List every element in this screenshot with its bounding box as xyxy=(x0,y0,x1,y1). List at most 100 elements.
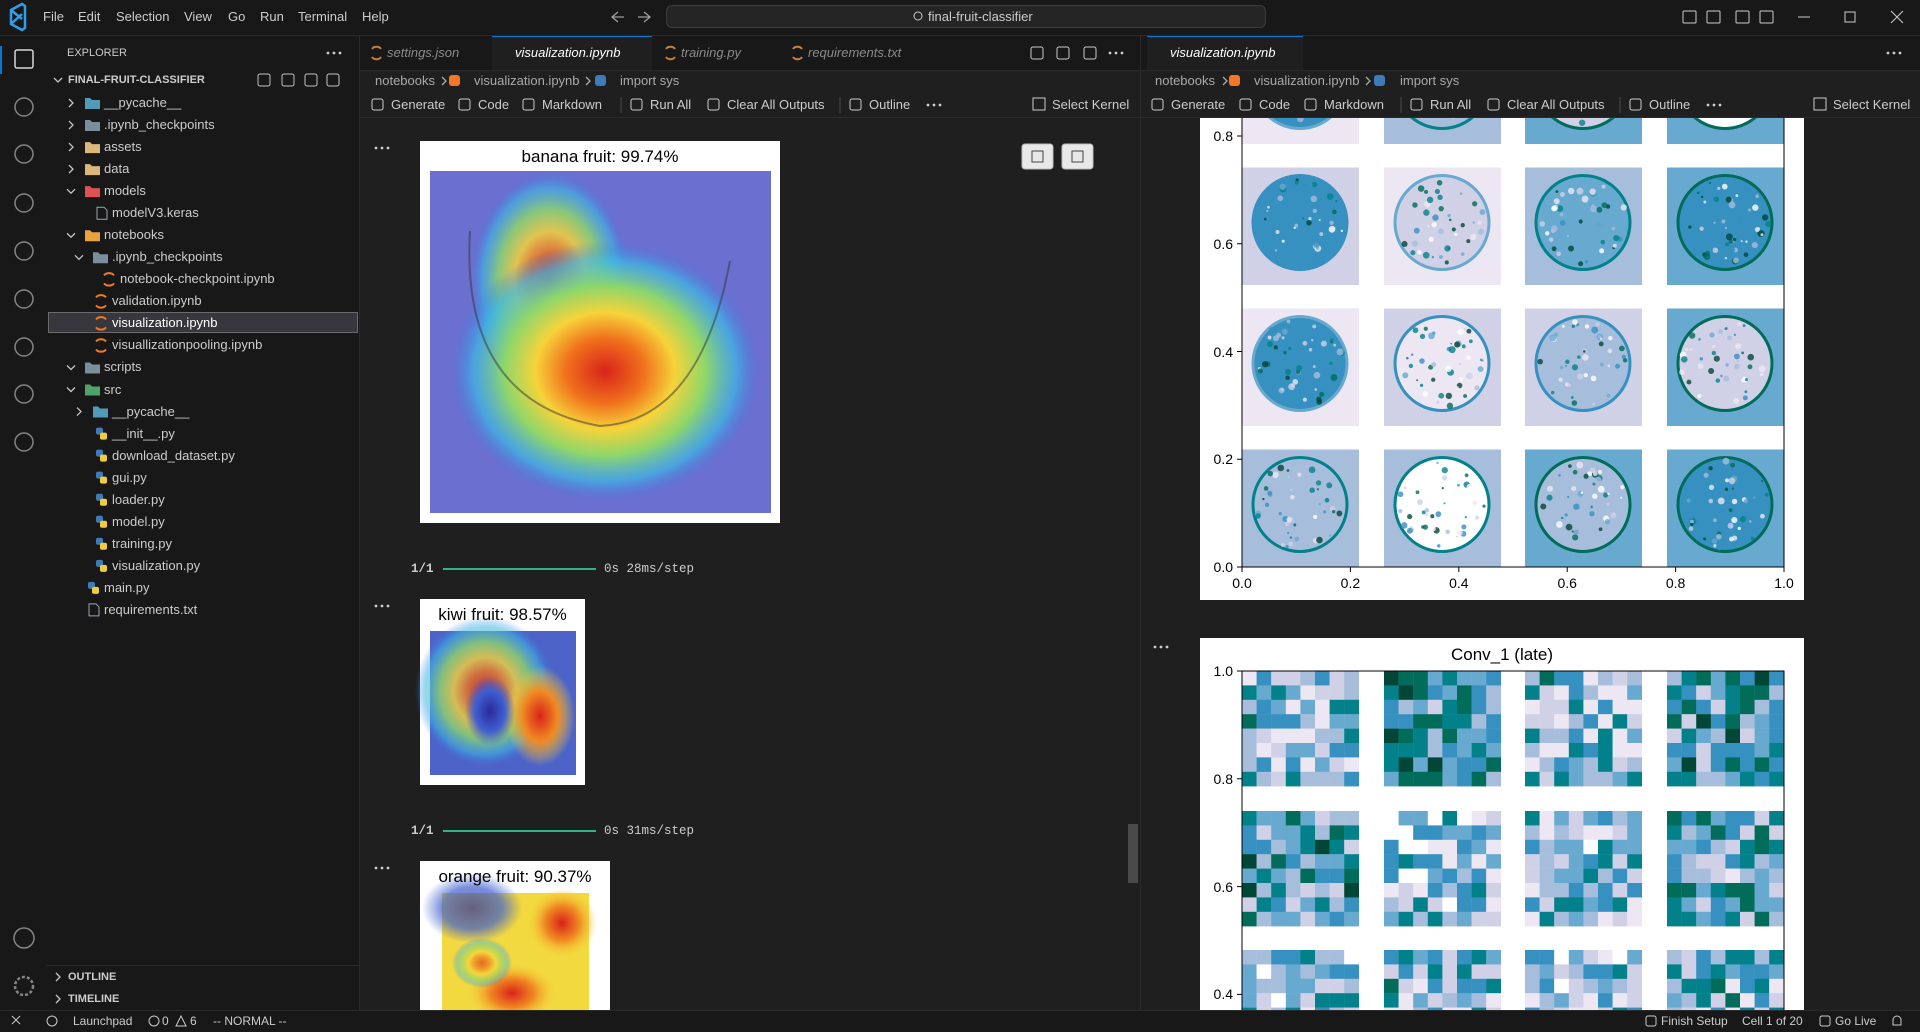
status-item[interactable]: Go Live xyxy=(1835,1014,1877,1028)
feature-texture xyxy=(1576,48,1582,54)
tab-label[interactable]: training.py xyxy=(681,45,741,60)
toolbar-button[interactable]: Run All xyxy=(1430,97,1472,112)
status-errors[interactable]: 0 xyxy=(162,1014,169,1028)
feature-pixel xyxy=(1627,868,1642,884)
tree-item[interactable]: validation.ipynb xyxy=(112,293,202,309)
feature-pixel xyxy=(1681,1007,1697,1010)
explorer-root[interactable]: FINAL-FRUIT-CLASSIFIER xyxy=(68,74,205,86)
menu-item[interactable]: Go xyxy=(228,9,246,24)
tree-item[interactable]: loader.py xyxy=(112,491,165,507)
breadcrumb[interactable]: notebooks xyxy=(375,73,435,88)
feature-texture xyxy=(1743,91,1748,96)
tree-item[interactable]: visualization.py xyxy=(112,557,201,573)
search-box[interactable] xyxy=(666,5,1266,28)
tree-item[interactable]: data xyxy=(104,161,130,177)
feature-texture xyxy=(1742,324,1746,328)
feature-pixel xyxy=(1398,839,1414,855)
feature-pixel xyxy=(1539,964,1555,979)
tree-item[interactable]: .ipynb_checkpoints xyxy=(104,117,215,133)
status-bar xyxy=(0,1010,1920,1032)
breadcrumb[interactable]: visualization.ipynb xyxy=(474,73,580,88)
tree-item[interactable]: modelV3.keras xyxy=(112,205,199,221)
tree-item[interactable]: .ipynb_checkpoints xyxy=(112,249,223,265)
tree-item[interactable]: visualization.ipynb xyxy=(112,315,218,331)
tree-item[interactable]: __pycache__ xyxy=(112,403,190,419)
tab-label[interactable]: visualization.ipynb xyxy=(1170,45,1276,60)
tree-item[interactable]: download_dataset.py xyxy=(112,447,235,463)
tree-item[interactable]: assets xyxy=(104,139,142,155)
menu-item[interactable]: Help xyxy=(362,9,389,24)
active-tab[interactable] xyxy=(492,36,652,70)
toolbar-button[interactable]: Code xyxy=(478,97,510,112)
feature-pixel xyxy=(1583,743,1599,758)
tree-item[interactable]: requirements.txt xyxy=(104,601,198,617)
feature-texture xyxy=(1745,51,1752,58)
tree-item[interactable]: main.py xyxy=(104,579,150,595)
search-text: final-fruit-classifier xyxy=(928,9,1033,24)
breadcrumb[interactable]: import sys xyxy=(1400,73,1460,88)
outline-section[interactable]: OUTLINE xyxy=(68,971,117,983)
feature-pixel xyxy=(1300,883,1316,898)
menu-item[interactable]: Selection xyxy=(116,9,170,24)
tree-item[interactable]: visuallizationpooling.ipynb xyxy=(112,337,263,353)
feature-pixel xyxy=(1427,757,1443,772)
timeline-section[interactable]: TIMELINE xyxy=(68,993,120,1005)
menu-item[interactable]: Terminal xyxy=(298,9,348,24)
status-item[interactable]: Cell 1 of 20 xyxy=(1742,1014,1803,1028)
feature-texture xyxy=(1444,245,1451,252)
select-kernel[interactable]: Select Kernel xyxy=(1833,97,1911,112)
tree-item[interactable]: notebook-checkpoint.ipynb xyxy=(120,271,275,287)
toolbar-icon xyxy=(1629,98,1642,111)
breadcrumb[interactable]: visualization.ipynb xyxy=(1254,73,1360,88)
status-item[interactable]: Finish Setup xyxy=(1661,1014,1728,1028)
menu-item[interactable]: Run xyxy=(260,9,284,24)
feature-pixel xyxy=(1598,897,1613,912)
toolbar-button[interactable]: Code xyxy=(1259,97,1291,112)
tree-item[interactable]: model.py xyxy=(112,513,165,529)
status-warnings[interactable]: 6 xyxy=(190,1014,197,1028)
status-launchpad[interactable]: Launchpad xyxy=(73,1014,133,1028)
toolbar-button[interactable]: Outline xyxy=(1649,97,1691,112)
scrollbar-thumb[interactable] xyxy=(1128,824,1138,883)
tree-item[interactable]: models xyxy=(104,183,146,199)
active-tab[interactable] xyxy=(1147,36,1303,70)
toolbar-button[interactable]: Generate xyxy=(391,97,446,112)
tree-item[interactable]: scripts xyxy=(104,359,142,375)
tree-item[interactable]: __init__.py xyxy=(112,425,175,441)
breadcrumb[interactable]: import sys xyxy=(620,73,680,88)
breadcrumb[interactable]: notebooks xyxy=(1155,73,1215,88)
toolbar-button[interactable]: Clear All Outputs xyxy=(727,97,825,112)
tree-item[interactable]: src xyxy=(104,381,122,397)
tree-item[interactable]: training.py xyxy=(112,535,172,551)
tab-label[interactable]: visualization.ipynb xyxy=(515,45,621,60)
toolbar-button[interactable]: Clear All Outputs xyxy=(1507,97,1605,112)
select-kernel[interactable]: Select Kernel xyxy=(1052,97,1130,112)
tab-label[interactable]: requirements.txt xyxy=(808,45,902,60)
feature-pixel xyxy=(1725,883,1741,898)
feature-pixel xyxy=(1315,671,1330,686)
feature-texture xyxy=(1721,36,1726,41)
menu-item[interactable]: View xyxy=(184,9,212,24)
tree-item[interactable]: notebooks xyxy=(104,227,164,243)
feature-texture xyxy=(1729,246,1736,253)
feature-pixel xyxy=(1568,757,1584,772)
feature-pixel xyxy=(1598,883,1613,898)
active-indicator xyxy=(0,46,2,74)
feature-pixel xyxy=(1471,964,1487,979)
toolbar-button[interactable]: Run All xyxy=(650,97,692,112)
toolbar-button[interactable]: Generate xyxy=(1171,97,1226,112)
feature-pixel xyxy=(1442,839,1458,855)
menu-item[interactable]: Edit xyxy=(78,9,101,24)
toolbar-button[interactable]: Markdown xyxy=(542,97,602,112)
feature-texture xyxy=(1281,239,1285,243)
menu-item[interactable]: File xyxy=(43,9,64,24)
tree-item[interactable]: gui.py xyxy=(112,469,147,485)
feature-texture xyxy=(1737,526,1741,531)
feature-pixel xyxy=(1457,685,1472,700)
tree-item[interactable]: __pycache__ xyxy=(104,95,182,110)
tab-label[interactable]: settings.json xyxy=(387,45,460,60)
toolbar-button[interactable]: Markdown xyxy=(1324,97,1384,112)
feature-texture xyxy=(1755,94,1759,98)
feature-pixel xyxy=(1667,743,1682,758)
toolbar-button[interactable]: Outline xyxy=(869,97,911,112)
